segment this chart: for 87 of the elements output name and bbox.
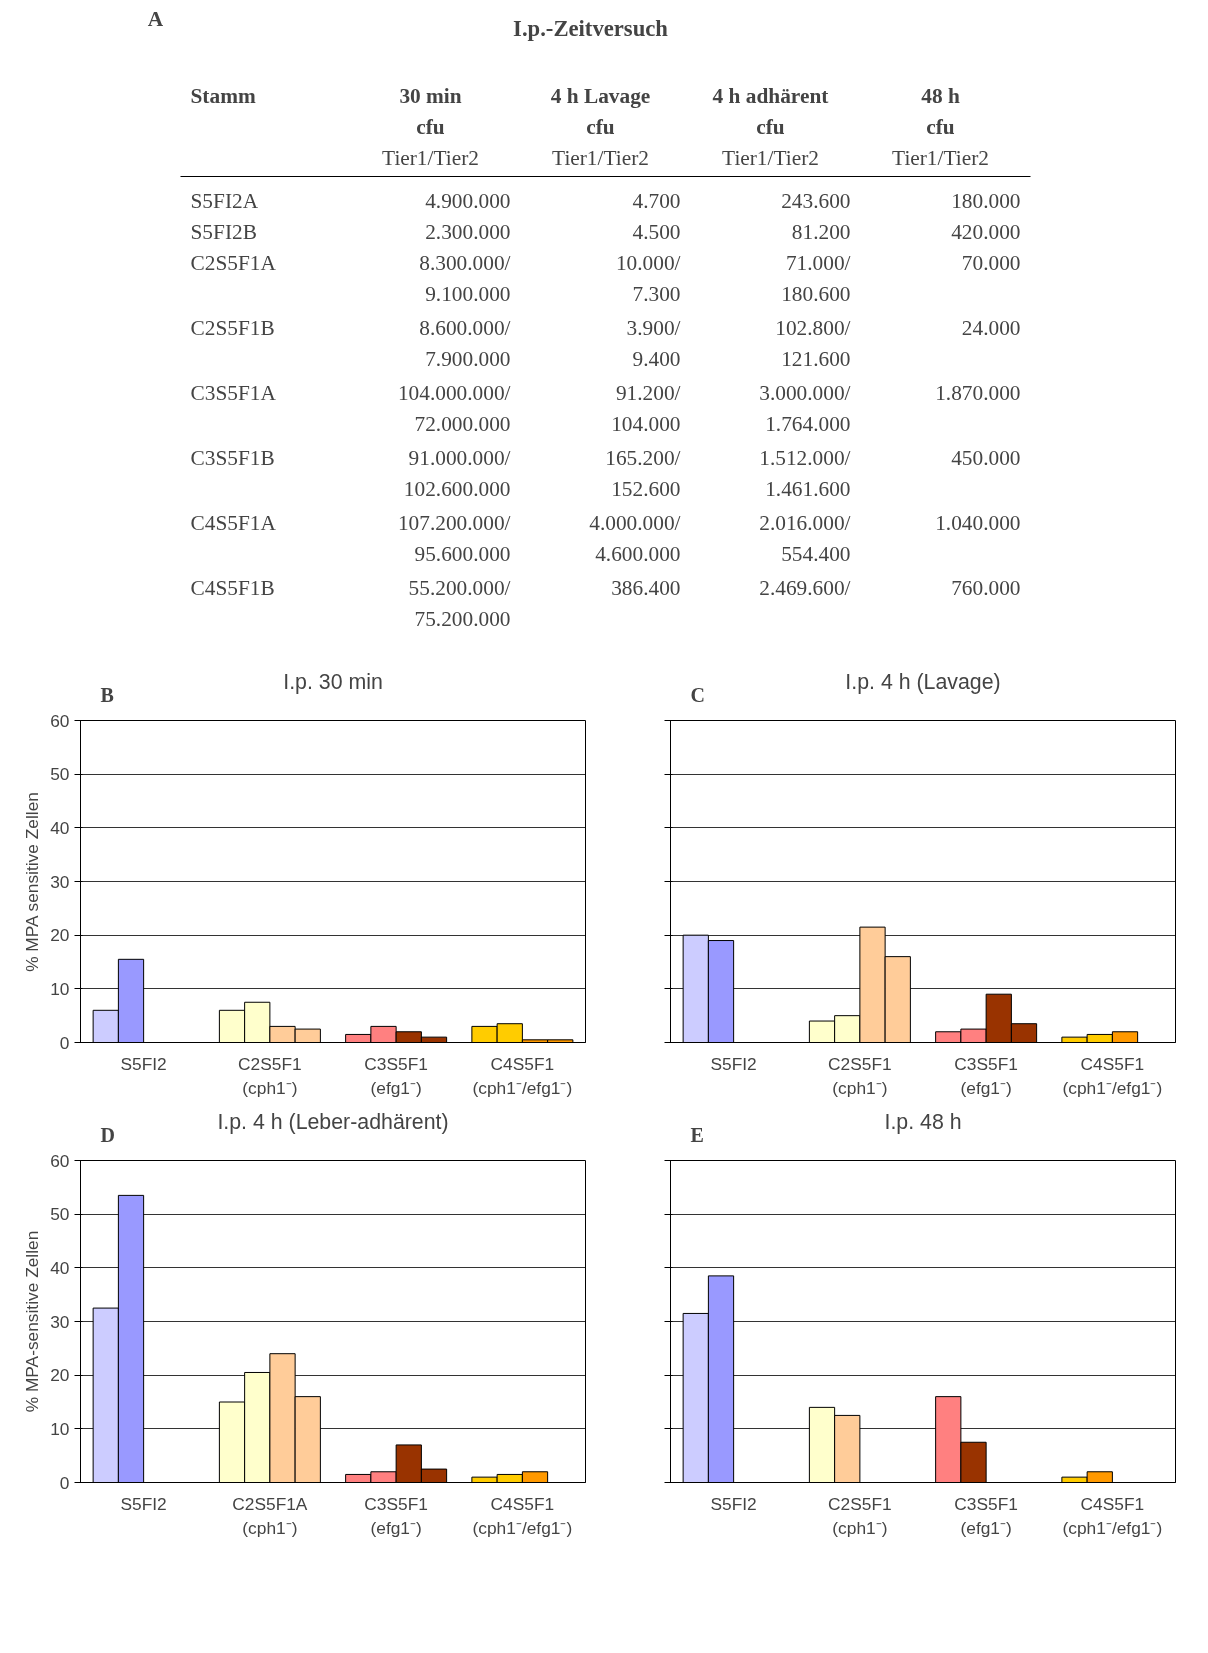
y-tick-label: 0 bbox=[59, 1472, 70, 1493]
x-tick-label: C2S5F1 (cph1⁻) bbox=[828, 1493, 892, 1538]
x-tick-label: S5FI2 bbox=[120, 1493, 167, 1514]
y-tick-label: 40 bbox=[50, 817, 70, 838]
y-tick-label: 30 bbox=[50, 1311, 70, 1332]
chart-title: I.p. 30 min bbox=[283, 669, 383, 694]
text: E bbox=[690, 1123, 704, 1146]
x-tick-label: C4S5F1 (cph1⁻/efg1⁻) bbox=[472, 1053, 573, 1098]
x-tick-label: C3S5F1 (efg1⁻) bbox=[954, 1493, 1018, 1538]
text: 4.500 bbox=[632, 219, 681, 244]
text: C bbox=[690, 683, 705, 706]
text: 102.800/ 121.600 bbox=[775, 315, 851, 371]
y-tick-label: 40 bbox=[50, 1257, 70, 1278]
y-tick-label: 10 bbox=[50, 1418, 70, 1439]
y-tick-label: 60 bbox=[50, 1150, 70, 1171]
text: 2.300.000 bbox=[425, 219, 511, 244]
text: 8.600.000/ 7.900.000 bbox=[419, 315, 511, 371]
text: 243.600 bbox=[781, 188, 851, 213]
text: 81.200 bbox=[791, 219, 851, 244]
x-tick-label: C4S5F1 (cph1⁻/efg1⁻) bbox=[1062, 1493, 1163, 1538]
text: C4S5F1A bbox=[190, 510, 277, 535]
chart-title: I.p. 48 h bbox=[884, 1109, 962, 1134]
text: 420.000 bbox=[951, 219, 1021, 244]
text: 91.000.000/ 102.600.000 bbox=[403, 445, 511, 501]
text: C2S5F1B bbox=[190, 315, 275, 340]
x-tick-label: S5FI2 bbox=[710, 1493, 757, 1514]
text: 8.300.000/ 9.100.000 bbox=[419, 250, 511, 306]
x-tick-label: C2S5F1 (cph1⁻) bbox=[238, 1053, 302, 1098]
y-axis-title: % MPA sensitive Zellen bbox=[22, 792, 43, 972]
text: 104.000.000/ 72.000.000 bbox=[397, 380, 511, 436]
y-axis-title: % MPA-sensitive Zellen bbox=[22, 1230, 43, 1413]
text: 760.000 bbox=[951, 575, 1021, 600]
text: 10.000/ 7.300 bbox=[615, 250, 681, 306]
text: C3S5F1B bbox=[190, 445, 275, 470]
text: 1.512.000/ 1.461.600 bbox=[759, 445, 851, 501]
text: 2.469.600/ bbox=[759, 575, 851, 600]
x-tick-label: C3S5F1 (efg1⁻) bbox=[364, 1493, 428, 1538]
y-tick-label: 0 bbox=[59, 1032, 70, 1053]
y-tick-label: 50 bbox=[50, 764, 70, 785]
text: 3.000.000/ 1.764.000 bbox=[759, 380, 851, 436]
text: 70.000 bbox=[961, 250, 1021, 275]
text: C2S5F1A bbox=[190, 250, 277, 275]
chart-title: I.p. 4 h (Lavage) bbox=[845, 669, 1001, 694]
text: 71.000/ 180.600 bbox=[781, 250, 851, 306]
text: Stamm bbox=[190, 83, 256, 108]
text: S5FI2A bbox=[190, 188, 259, 213]
y-tick-label: 20 bbox=[50, 925, 70, 946]
text: B bbox=[100, 683, 114, 706]
y-tick-label: 50 bbox=[50, 1204, 70, 1225]
y-tick-label: 20 bbox=[50, 1365, 70, 1386]
text: 48 h cfu Tier1/Tier2 bbox=[892, 83, 989, 170]
x-tick-label: S5FI2 bbox=[710, 1053, 757, 1074]
text: 180.000 bbox=[951, 188, 1021, 213]
text: 4.900.000 bbox=[425, 188, 511, 213]
y-tick-label: 10 bbox=[50, 978, 70, 999]
text: A bbox=[147, 6, 164, 31]
chart-title: I.p. 4 h (Leber-adhärent) bbox=[217, 1109, 449, 1134]
text: 107.200.000/ 95.600.000 bbox=[397, 510, 511, 566]
text: 4 h Lavage cfu Tier1/Tier2 bbox=[550, 83, 651, 170]
text: 4 h adhärent cfu Tier1/Tier2 bbox=[712, 83, 830, 170]
text: D bbox=[100, 1123, 115, 1146]
text: 1.040.000 bbox=[935, 510, 1021, 535]
x-tick-label: C2S5F1 (cph1⁻) bbox=[828, 1053, 892, 1098]
text: 24.000 bbox=[961, 315, 1021, 340]
x-tick-label: C4S5F1 (cph1⁻/efg1⁻) bbox=[472, 1493, 573, 1538]
x-tick-label: C3S5F1 (efg1⁻) bbox=[364, 1053, 428, 1098]
x-tick-label: S5FI2 bbox=[120, 1053, 167, 1074]
text: 91.200/ 104.000 bbox=[611, 380, 681, 436]
text: 1.870.000 bbox=[935, 380, 1021, 405]
text: I.p.-Zeitversuch bbox=[513, 16, 669, 41]
text: 4.000.000/ 4.600.000 bbox=[589, 510, 681, 566]
text: 30 min cfu Tier1/Tier2 bbox=[382, 83, 479, 170]
text: 4.700 bbox=[632, 188, 681, 213]
text: 2.016.000/ 554.400 bbox=[759, 510, 851, 566]
x-tick-label: C3S5F1 (efg1⁻) bbox=[954, 1053, 1018, 1098]
text: 386.400 bbox=[611, 575, 681, 600]
text: 55.200.000/ 75.200.000 bbox=[408, 575, 511, 631]
y-tick-label: 60 bbox=[50, 710, 70, 731]
text: C4S5F1B bbox=[190, 575, 275, 600]
text: 450.000 bbox=[951, 445, 1021, 470]
text: S5FI2B bbox=[190, 219, 257, 244]
x-tick-label: C4S5F1 (cph1⁻/efg1⁻) bbox=[1062, 1053, 1163, 1098]
text: 165.200/ 152.600 bbox=[605, 445, 681, 501]
y-tick-label: 30 bbox=[50, 871, 70, 892]
text: C3S5F1A bbox=[190, 380, 277, 405]
x-tick-label: C2S5F1A (cph1⁻) bbox=[232, 1493, 308, 1538]
text: 3.900/ 9.400 bbox=[626, 315, 681, 371]
